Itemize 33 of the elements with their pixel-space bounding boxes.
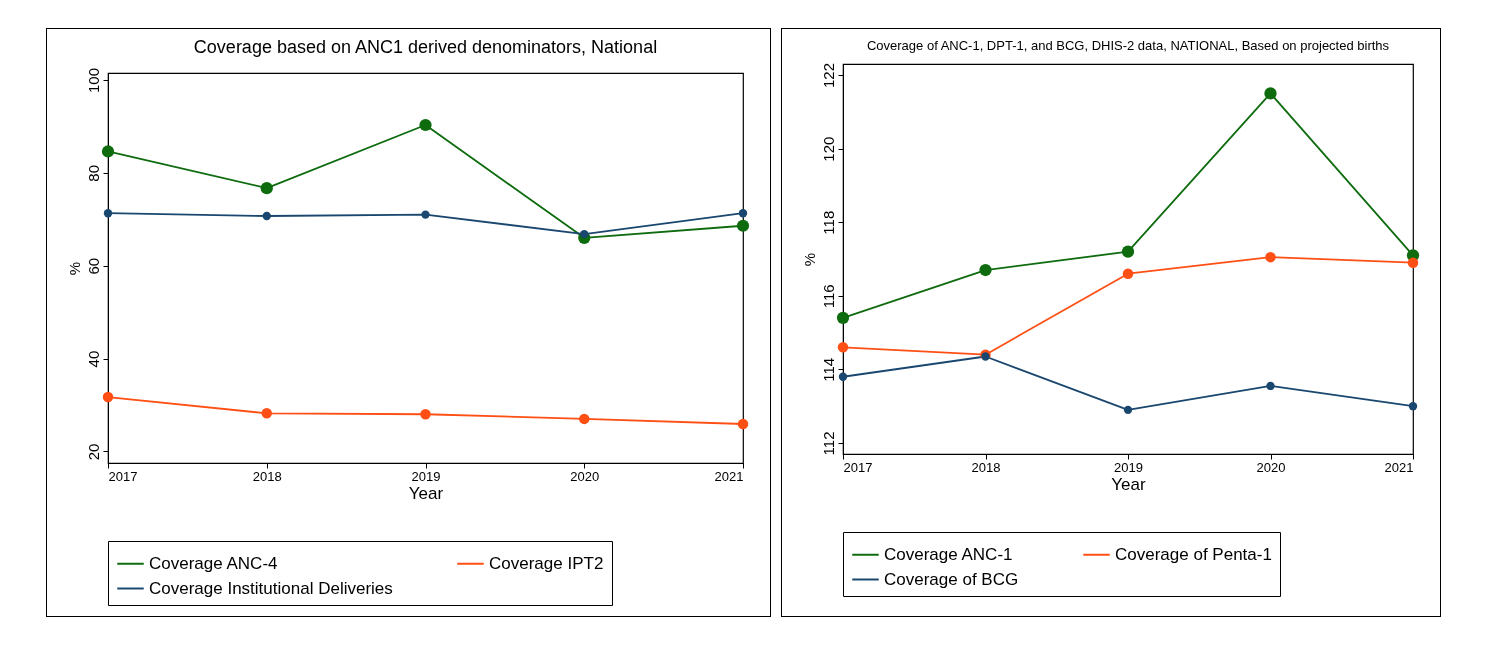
y-tick-label: 80 (84, 164, 102, 182)
y-tick-label: 60 (84, 257, 102, 275)
y-tick-label: 114 (819, 357, 837, 382)
y-tick-label: 116 (819, 284, 837, 309)
legend-label: Coverage of Penta-1 (1115, 544, 1272, 564)
x-tick-label: 2017 (843, 459, 873, 475)
y-tick-label: 118 (819, 210, 837, 235)
y-tick-label: 120 (819, 136, 837, 162)
x-tick-label: 2020 (570, 468, 600, 484)
chart-title: Coverage based on ANC1 derived denominators, National (193, 37, 658, 58)
y-axis-title: % (800, 252, 818, 267)
x-tick-label: 2019 (1114, 459, 1143, 475)
y-tick-label: 112 (819, 431, 837, 456)
chart-title: Coverage of ANC-1, DPT-1, and BCG, DHIS-2 data, NATIONAL, Based on projected births (866, 37, 1390, 53)
legend-label: Coverage ANC-1 (884, 544, 1013, 564)
y-axis-title: % (65, 261, 83, 276)
legend-label: Coverage IPT2 (489, 553, 604, 573)
y-tick-label: 40 (84, 350, 102, 368)
x-tick-label: 2021 (714, 468, 744, 484)
legend-label: Coverage of BCG (884, 569, 1019, 589)
legend-label: Coverage ANC-4 (149, 553, 278, 573)
x-tick-label: 2018 (252, 468, 282, 484)
x-tick-label: 2018 (971, 459, 1001, 475)
legend-label: Coverage Institutional Deliveries (149, 578, 393, 598)
x-tick-label: 2019 (411, 468, 441, 484)
x-tick-label: 2020 (1256, 459, 1286, 475)
x-axis-title: Year (1111, 474, 1147, 494)
y-tick-label: 100 (84, 67, 102, 93)
y-tick-label: 20 (84, 443, 102, 461)
x-tick-label: 2021 (1384, 459, 1414, 475)
y-tick-label: 122 (819, 63, 837, 89)
x-tick-label: 2017 (108, 468, 138, 484)
x-axis-title: Year (408, 483, 444, 503)
